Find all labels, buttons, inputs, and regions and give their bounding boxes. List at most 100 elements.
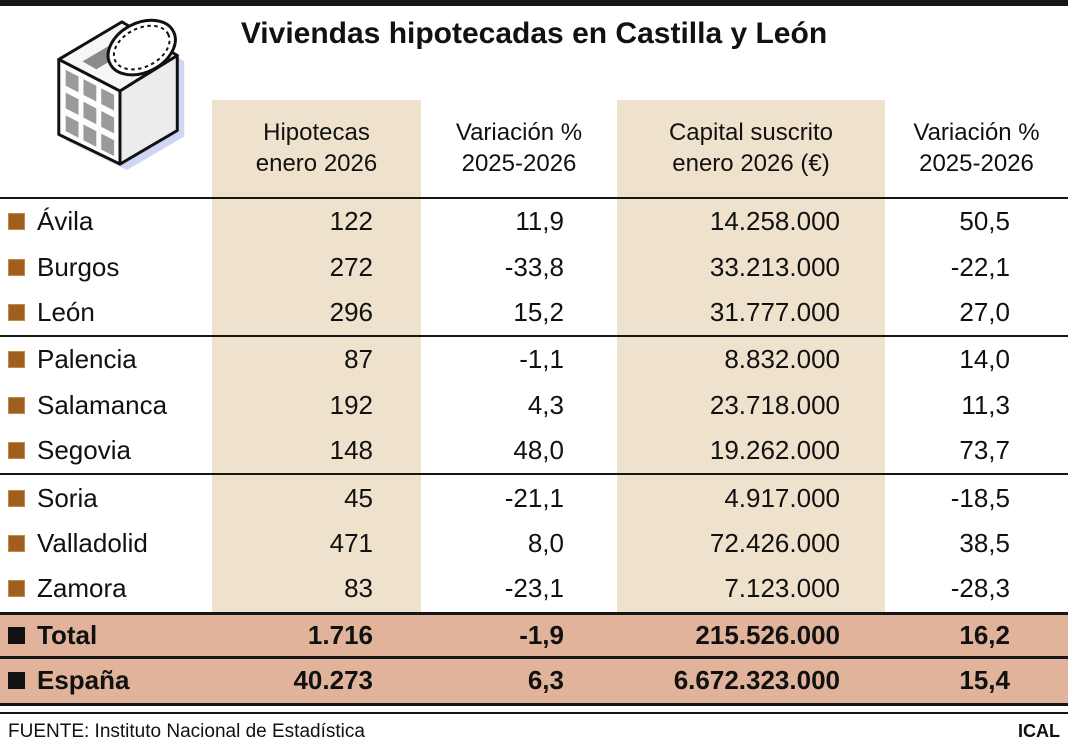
variacion2-value: 14,0 bbox=[959, 344, 1010, 375]
variacion2-value: 50,5 bbox=[959, 206, 1010, 237]
variacion2-value: 73,7 bbox=[959, 435, 1010, 466]
summary-row: Total 1.716 -1,9 215.526.000 16,2 bbox=[0, 614, 1068, 659]
bullet-icon bbox=[8, 489, 25, 507]
province-label: Salamanca bbox=[37, 389, 168, 420]
province-label: Soria bbox=[37, 482, 98, 513]
variacion1-value: -1,1 bbox=[519, 344, 564, 375]
variacion2-value: 11,3 bbox=[961, 389, 1010, 420]
table-row: Segovia 148 48,0 19.262.000 73,7 bbox=[0, 427, 1068, 476]
bullet-icon bbox=[8, 396, 25, 414]
table-header-row: Hipotecas enero 2026 Variación % 2025-20… bbox=[0, 100, 1068, 199]
table-row: Valladolid 471 8,0 72.426.000 38,5 bbox=[0, 520, 1068, 567]
capital-value: 14.258.000 bbox=[617, 199, 885, 245]
variacion2-value: 38,5 bbox=[959, 527, 1010, 558]
summary-row: España 40.273 6,3 6.672.323.000 15,4 bbox=[0, 658, 1068, 706]
capital-value: 19.262.000 bbox=[617, 427, 885, 474]
bullet-icon bbox=[8, 626, 25, 644]
province-cell: Ávila bbox=[0, 199, 212, 244]
variacion1-value: 8,0 bbox=[527, 527, 564, 558]
hipotecas-value: 83 bbox=[212, 566, 421, 612]
column-header-capital: Capital suscrito enero 2026 (€) bbox=[617, 100, 885, 197]
province-label: Valladolid bbox=[37, 527, 148, 558]
summary-name-cell: España bbox=[0, 659, 212, 703]
capital-value: 7.123.000 bbox=[617, 566, 885, 612]
province-label: Segovia bbox=[37, 435, 131, 466]
variacion2-value: 16,2 bbox=[959, 619, 1010, 650]
province-cell: Burgos bbox=[0, 244, 212, 289]
table-row: Ávila 122 11,9 14.258.000 50,5 bbox=[0, 199, 1068, 245]
capital-value: 33.213.000 bbox=[617, 244, 885, 290]
province-label: Zamora bbox=[37, 573, 127, 604]
province-cell: Palencia bbox=[0, 337, 212, 382]
table-row: Zamora 83 -23,1 7.123.000 -28,3 bbox=[0, 566, 1068, 612]
capital-value: 72.426.000 bbox=[617, 520, 885, 567]
variacion1-value: 6,3 bbox=[527, 665, 564, 696]
capital-value: 6.672.323.000 bbox=[673, 665, 840, 696]
footer: FUENTE: Instituto Nacional de Estadístic… bbox=[0, 714, 1068, 743]
credit-label: ICAL bbox=[1018, 720, 1060, 741]
capital-value: 8.832.000 bbox=[617, 337, 885, 383]
province-label: Palencia bbox=[37, 344, 137, 375]
province-label: Burgos bbox=[37, 251, 120, 282]
hipotecas-value: 40.273 bbox=[293, 665, 373, 696]
table-row: Palencia 87 -1,1 8.832.000 14,0 bbox=[0, 337, 1068, 383]
top-rule bbox=[0, 0, 1068, 6]
capital-value: 31.777.000 bbox=[617, 289, 885, 336]
province-cell: Soria bbox=[0, 475, 212, 520]
variacion2-value: -18,5 bbox=[950, 482, 1010, 513]
hipotecas-value: 87 bbox=[212, 337, 421, 383]
variacion1-value: -33,8 bbox=[504, 251, 564, 282]
variacion2-value: 27,0 bbox=[959, 296, 1010, 327]
province-cell: Zamora bbox=[0, 566, 212, 611]
summary-label: España bbox=[37, 665, 130, 696]
building-coin-icon bbox=[50, 14, 190, 177]
bullet-icon bbox=[8, 672, 25, 690]
variacion2-value: -28,3 bbox=[950, 573, 1010, 604]
column-header-variacion-1: Variación % 2025-2026 bbox=[455, 118, 583, 177]
table-row: Burgos 272 -33,8 33.213.000 -22,1 bbox=[0, 244, 1068, 290]
province-label: Ávila bbox=[37, 206, 94, 237]
source-label: FUENTE: Instituto Nacional de Estadístic… bbox=[8, 720, 365, 742]
column-header-hipotecas: Hipotecas enero 2026 bbox=[212, 100, 421, 197]
header-area: Viviendas hipotecadas en Castilla y León bbox=[0, 6, 1068, 171]
bottom-rule bbox=[0, 711, 1068, 714]
hipotecas-value: 148 bbox=[212, 427, 421, 474]
bullet-icon bbox=[8, 303, 25, 321]
variacion2-value: 15,4 bbox=[959, 665, 1010, 696]
summary-body: Total 1.716 -1,9 215.526.000 16,2 España… bbox=[0, 611, 1068, 706]
province-label: León bbox=[37, 296, 95, 327]
bullet-icon bbox=[8, 258, 25, 276]
variacion1-value: 11,9 bbox=[515, 206, 564, 237]
bullet-icon bbox=[8, 534, 25, 552]
hipotecas-value: 1.716 bbox=[307, 619, 373, 650]
variacion2-value: -22,1 bbox=[950, 251, 1010, 282]
hipotecas-value: 471 bbox=[212, 520, 421, 567]
hipotecas-value: 272 bbox=[212, 244, 421, 290]
table-row: Soria 45 -21,1 4.917.000 -18,5 bbox=[0, 475, 1068, 521]
column-header-variacion-2: Variación % 2025-2026 bbox=[913, 118, 1040, 177]
bullet-icon bbox=[8, 580, 25, 598]
variacion1-value: 15,2 bbox=[513, 296, 564, 327]
page-title: Viviendas hipotecadas en Castilla y León bbox=[240, 17, 828, 50]
capital-value: 4.917.000 bbox=[617, 475, 885, 521]
province-cell: León bbox=[0, 290, 212, 335]
variacion1-value: -21,1 bbox=[504, 482, 564, 513]
variacion1-value: 4,3 bbox=[527, 389, 564, 420]
table-row: León 296 15,2 31.777.000 27,0 bbox=[0, 289, 1068, 338]
hipotecas-value: 296 bbox=[212, 289, 421, 336]
variacion1-value: -23,1 bbox=[504, 573, 564, 604]
province-cell: Segovia bbox=[0, 428, 212, 473]
hipotecas-value: 192 bbox=[212, 382, 421, 428]
variacion1-value: -1,9 bbox=[519, 619, 564, 650]
mortgage-table: Hipotecas enero 2026 Variación % 2025-20… bbox=[0, 100, 1068, 706]
province-cell: Valladolid bbox=[0, 521, 212, 566]
variacion1-value: 48,0 bbox=[513, 435, 564, 466]
hipotecas-value: 45 bbox=[212, 475, 421, 521]
table-body: Ávila 122 11,9 14.258.000 50,5 Burgos 27… bbox=[0, 199, 1068, 612]
bullet-icon bbox=[8, 442, 25, 460]
summary-name-cell: Total bbox=[0, 615, 212, 656]
capital-value: 23.718.000 bbox=[617, 382, 885, 428]
bullet-icon bbox=[8, 351, 25, 369]
table-row: Salamanca 192 4,3 23.718.000 11,3 bbox=[0, 382, 1068, 428]
